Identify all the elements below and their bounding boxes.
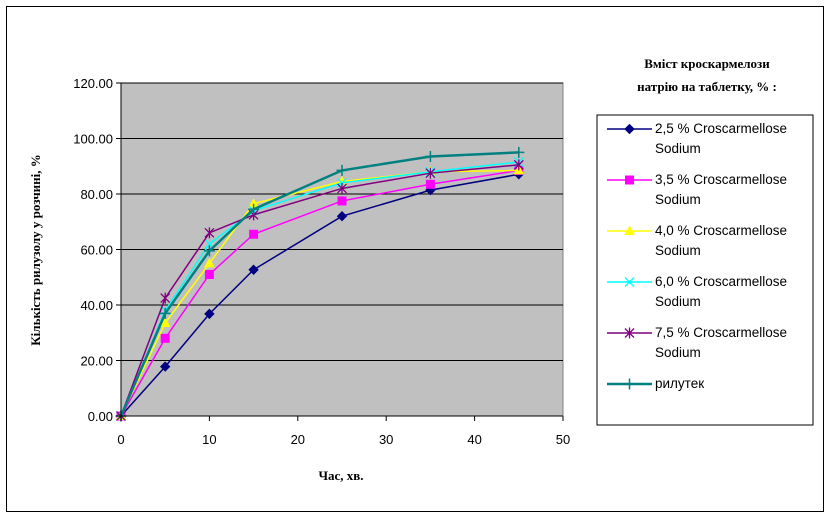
data-point	[338, 197, 346, 205]
legend-label: Sodium	[655, 192, 701, 207]
data-point	[250, 230, 258, 238]
data-point	[205, 270, 213, 278]
legend-title-line-1: Вміст кроскармелози	[644, 56, 770, 71]
y-tick-label: 20.00	[80, 354, 113, 369]
x-tick-label: 50	[556, 432, 570, 447]
legend-label: 3,5 % Croscarmellose	[655, 172, 787, 187]
legend-label: 7,5 % Croscarmellose	[655, 325, 787, 340]
x-tick-label: 30	[379, 432, 393, 447]
legend-label: 2,5 % Croscarmellose	[655, 121, 787, 136]
data-point	[426, 180, 434, 188]
x-axis-title: Час, хв.	[318, 468, 363, 483]
x-tick-label: 10	[202, 432, 216, 447]
plot-area	[121, 83, 563, 416]
y-tick-label: 60.00	[80, 243, 113, 258]
legend-label: Sodium	[655, 243, 701, 258]
x-tick-label: 0	[117, 432, 124, 447]
y-tick-label: 0.00	[88, 409, 113, 424]
y-tick-label: 120.00	[73, 76, 113, 91]
data-point	[161, 334, 169, 342]
x-tick-label: 20	[291, 432, 305, 447]
y-tick-label: 80.00	[80, 187, 113, 202]
y-tick-label: 40.00	[80, 298, 113, 313]
legend-swatch-marker	[626, 176, 634, 184]
legend-title: Вміст кроскармелози натрію на таблетку, …	[637, 56, 777, 94]
legend-title-line-2: натрію на таблетку, % :	[637, 79, 777, 94]
x-tick-label: 40	[467, 432, 481, 447]
legend-label: 6,0 % Croscarmellose	[655, 274, 787, 289]
y-axis-title: Кількість рилузолу у розчині, %	[28, 154, 43, 346]
legend-label: 4,0 % Croscarmellose	[655, 223, 787, 238]
legend-label: Sodium	[655, 345, 701, 360]
legend-label: Sodium	[655, 294, 701, 309]
legend-label: рилутек	[655, 376, 704, 391]
legend-label: Sodium	[655, 141, 701, 156]
legend: 2,5 % Croscarmellose Sodium 3,5 % Croscarm…	[597, 115, 813, 425]
y-tick-label: 100.00	[73, 132, 113, 147]
